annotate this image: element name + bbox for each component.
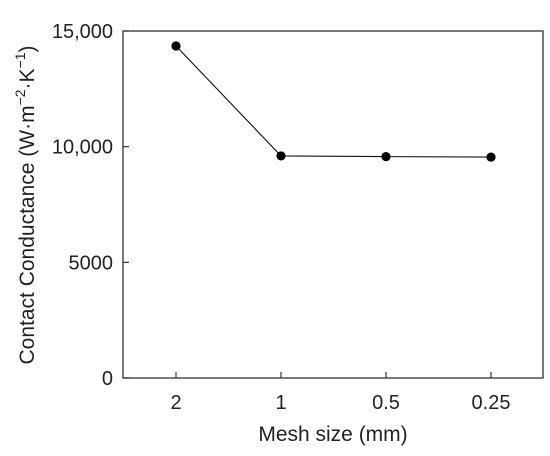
series-line xyxy=(175,45,492,158)
data-point xyxy=(171,41,181,51)
plot-frame xyxy=(122,30,544,379)
data-point xyxy=(486,152,496,162)
data-point xyxy=(381,152,391,162)
series-layer xyxy=(171,41,496,162)
y-ticks: 0 5000 10,000 15,000 xyxy=(52,21,129,390)
y-tick-label: 10,000 xyxy=(52,137,113,159)
x-ticks: 2 1 0.5 0.25 xyxy=(170,372,510,414)
y-axis-label: Contact Conductance (W·m−2·K−1) xyxy=(12,45,39,364)
x-tick-label: 0.25 xyxy=(472,392,511,414)
x-tick-label: 1 xyxy=(275,392,286,414)
data-point xyxy=(276,151,286,161)
y-tick-label: 5000 xyxy=(69,252,114,274)
x-axis-label: Mesh size (mm) xyxy=(258,423,407,446)
x-tick-label: 0.5 xyxy=(372,392,400,414)
x-tick-label: 2 xyxy=(170,392,181,414)
y-tick-label: 0 xyxy=(102,368,113,390)
y-tick-label: 15,000 xyxy=(52,21,113,43)
